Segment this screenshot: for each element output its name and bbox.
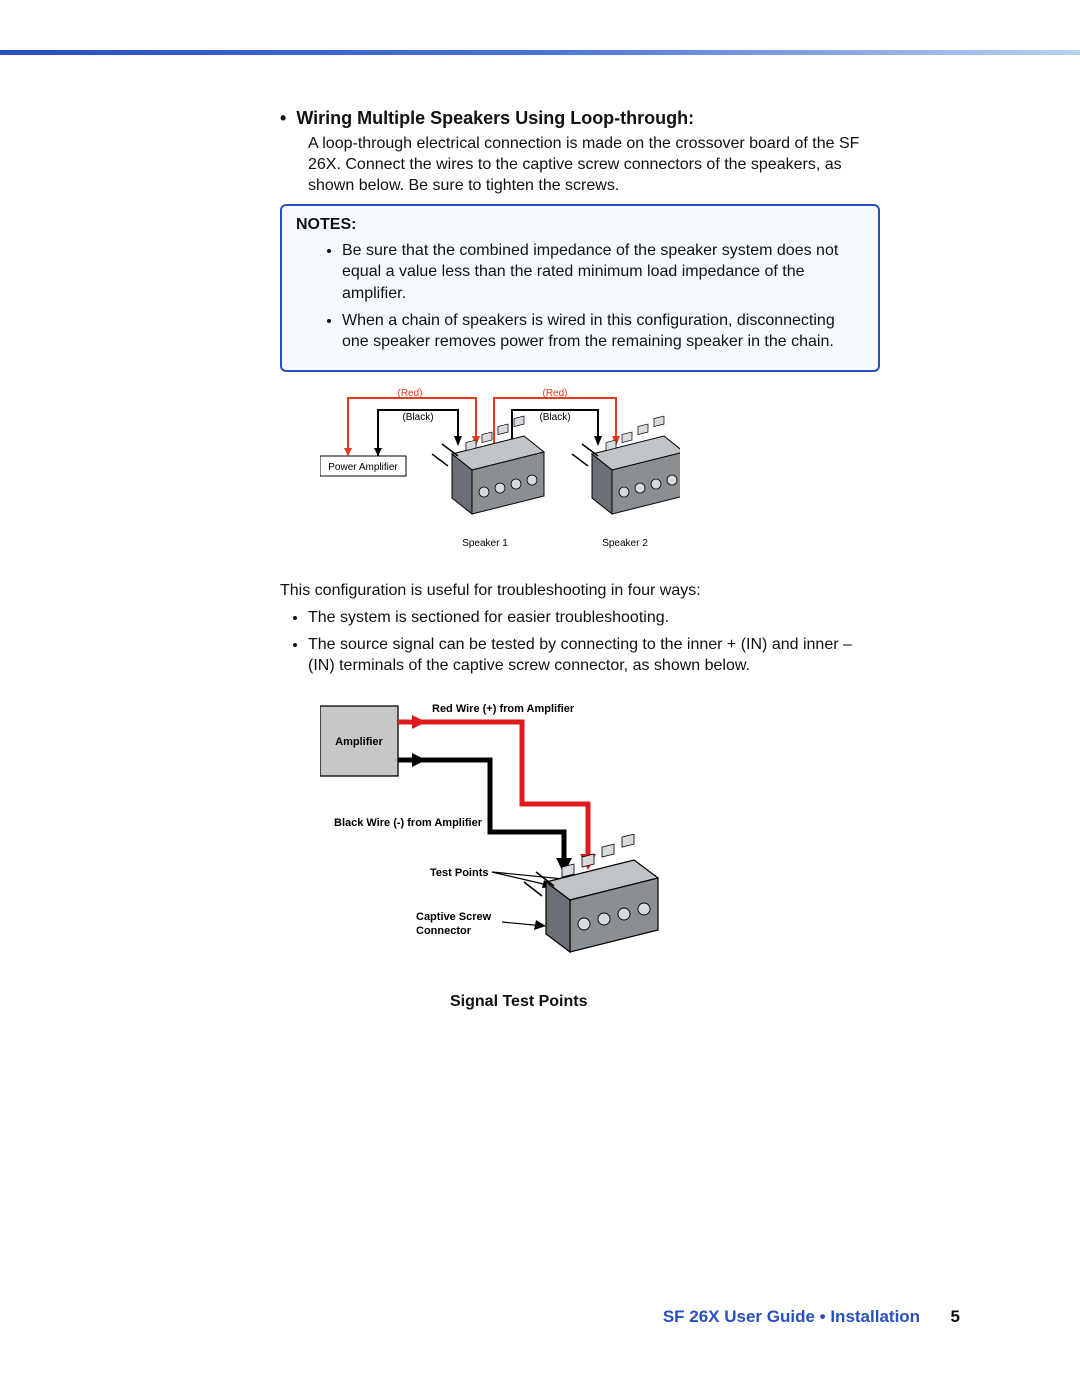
speaker1-label: Speaker 1	[462, 538, 508, 549]
red-label-2: (Red)	[542, 388, 567, 399]
power-amp-label: Power Amplifier	[328, 462, 398, 473]
figure2-caption: Signal Test Points	[450, 993, 880, 1011]
captive-label-1: Captive Screw	[416, 911, 492, 923]
troubleshoot-item: The system is sectioned for easier troub…	[308, 607, 880, 628]
speaker2-label: Speaker 2	[602, 538, 648, 549]
black-wire-label: Black Wire (-) from Amplifier	[334, 817, 483, 829]
signal-test-diagram: Amplifier Red Wire (+) from Amplifier Bl…	[320, 698, 690, 978]
section-title-text: Wiring Multiple Speakers Using Loop-thro…	[296, 108, 694, 128]
notes-heading: NOTES:	[296, 216, 864, 234]
red-wire-label: Red Wire (+) from Amplifier	[432, 703, 575, 715]
figure-signal-test: Amplifier Red Wire (+) from Amplifier Bl…	[320, 698, 880, 1011]
figure-loop-through: Power Amplifier (Red) (Black) (Red) (B	[320, 386, 880, 566]
black-label-2: (Black)	[539, 412, 570, 423]
amp-label: Amplifier	[335, 736, 383, 748]
troubleshoot-list: The system is sectioned for easier troub…	[308, 607, 880, 676]
top-accent-rule	[0, 50, 1080, 55]
intro-paragraph: A loop-through electrical connection is …	[308, 133, 880, 196]
footer-title: SF 26X User Guide • Installation	[663, 1307, 920, 1326]
troubleshoot-lead: This configuration is useful for trouble…	[280, 580, 880, 601]
content-column: • Wiring Multiple Speakers Using Loop-thr…	[280, 108, 880, 1025]
test-points-label: Test Points	[430, 867, 488, 879]
note-item: Be sure that the combined impedance of t…	[342, 240, 864, 303]
notes-box: NOTES: Be sure that the combined impedan…	[280, 204, 880, 372]
note-item: When a chain of speakers is wired in thi…	[342, 310, 864, 352]
loop-through-diagram: Power Amplifier (Red) (Black) (Red) (B	[320, 386, 680, 561]
footer-page-number: 5	[951, 1307, 960, 1326]
bullet-icon: •	[280, 108, 286, 128]
captive-label-2: Connector	[416, 925, 472, 937]
troubleshoot-item: The source signal can be tested by conne…	[308, 634, 880, 676]
page-footer: SF 26X User Guide • Installation 5	[0, 1307, 1080, 1327]
red-label-1: (Red)	[397, 388, 422, 399]
black-label-1: (Black)	[402, 412, 433, 423]
section-heading: • Wiring Multiple Speakers Using Loop-thr…	[280, 108, 880, 129]
notes-list: Be sure that the combined impedance of t…	[342, 240, 864, 352]
page: • Wiring Multiple Speakers Using Loop-thr…	[0, 0, 1080, 1397]
